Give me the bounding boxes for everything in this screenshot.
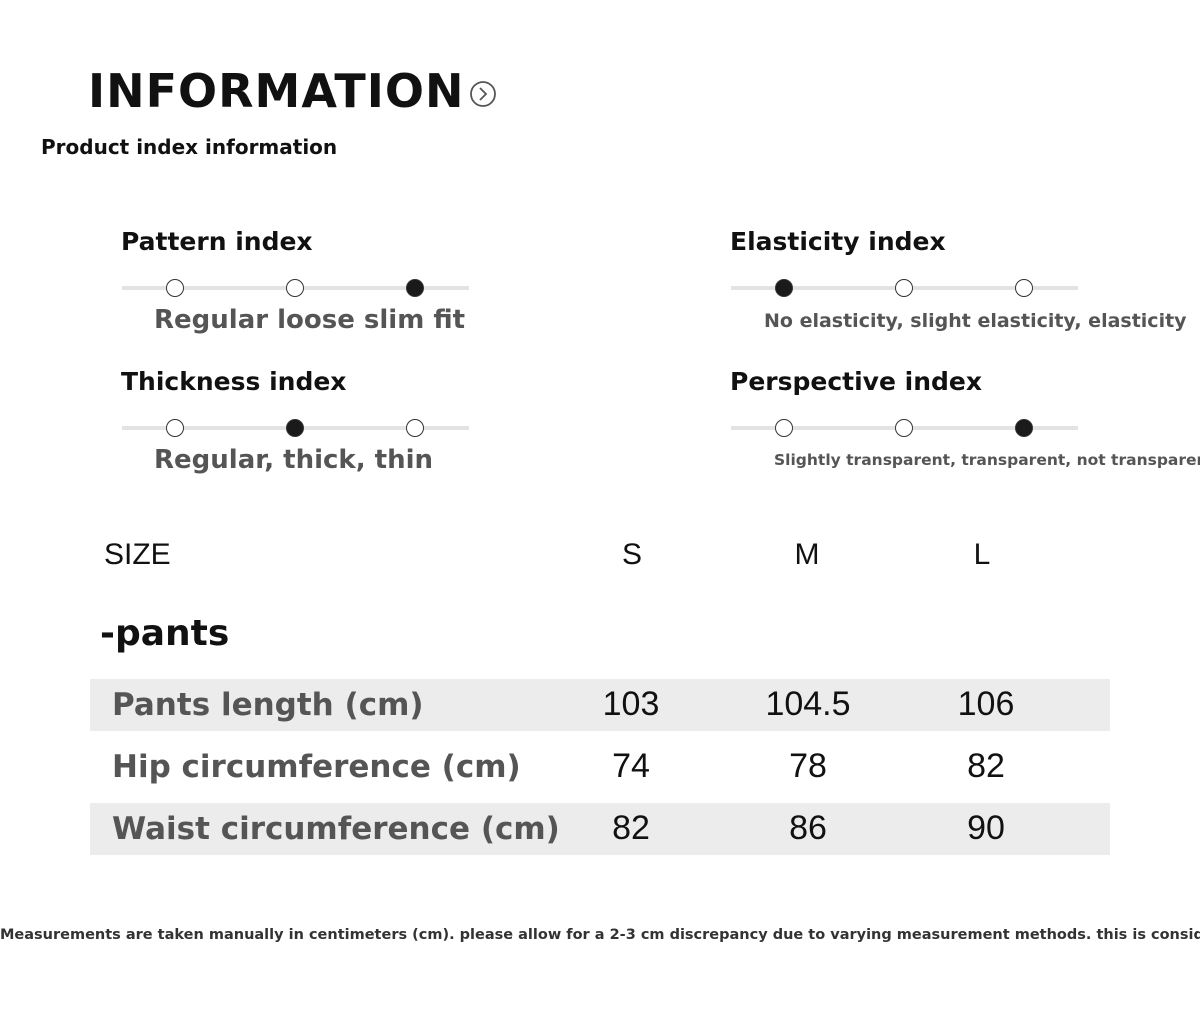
size-header: L: [973, 538, 991, 571]
cell-value: 104.5: [765, 685, 851, 723]
row-label: Hip circumference (cm): [112, 749, 521, 785]
index-dot: [1015, 279, 1033, 297]
cell-value: 106: [957, 685, 1015, 723]
cell-value: 103: [602, 685, 660, 723]
index-description: Regular loose slim fit: [154, 305, 466, 335]
size-header: SIZE: [104, 538, 171, 571]
index-title: Perspective index: [730, 367, 982, 396]
row-label: Pants length (cm): [112, 687, 424, 723]
cell-value: 82: [612, 809, 650, 847]
row-background: [90, 679, 1110, 731]
index-dot: [406, 279, 424, 297]
index-description: No elasticity, slight elasticity, elasti…: [764, 310, 1187, 332]
index-dot: [166, 419, 184, 437]
cell-value: 90: [967, 809, 1005, 847]
index-dot: [775, 419, 793, 437]
index-title: Pattern index: [121, 227, 313, 256]
index-title: Elasticity index: [730, 227, 946, 256]
cell-value: 86: [789, 809, 827, 847]
section-title: -pants: [100, 613, 230, 654]
footer-note: Measurements are taken manually in centi…: [0, 927, 1200, 943]
cell-value: 82: [967, 747, 1005, 785]
index-dot: [166, 279, 184, 297]
size-header: S: [621, 538, 643, 571]
index-description: Slightly transparent, transparent, not t…: [774, 451, 1200, 469]
index-dot: [406, 419, 424, 437]
cell-value: 78: [789, 747, 827, 785]
index-dot: [895, 419, 913, 437]
row-background: [90, 803, 1110, 855]
subtitle: Product index information: [41, 135, 338, 159]
row-label: Waist circumference (cm): [112, 811, 560, 847]
cell-value: 74: [612, 747, 650, 785]
index-dot: [895, 279, 913, 297]
index-dot: [286, 419, 304, 437]
title: INFORMATION: [88, 64, 465, 118]
index-dot: [775, 279, 793, 297]
index-dot: [286, 279, 304, 297]
index-title: Thickness index: [121, 367, 347, 396]
size-header: M: [794, 538, 820, 571]
arrow-icon: [470, 81, 496, 107]
index-description: Regular, thick, thin: [154, 445, 434, 475]
index-dot: [1015, 419, 1033, 437]
